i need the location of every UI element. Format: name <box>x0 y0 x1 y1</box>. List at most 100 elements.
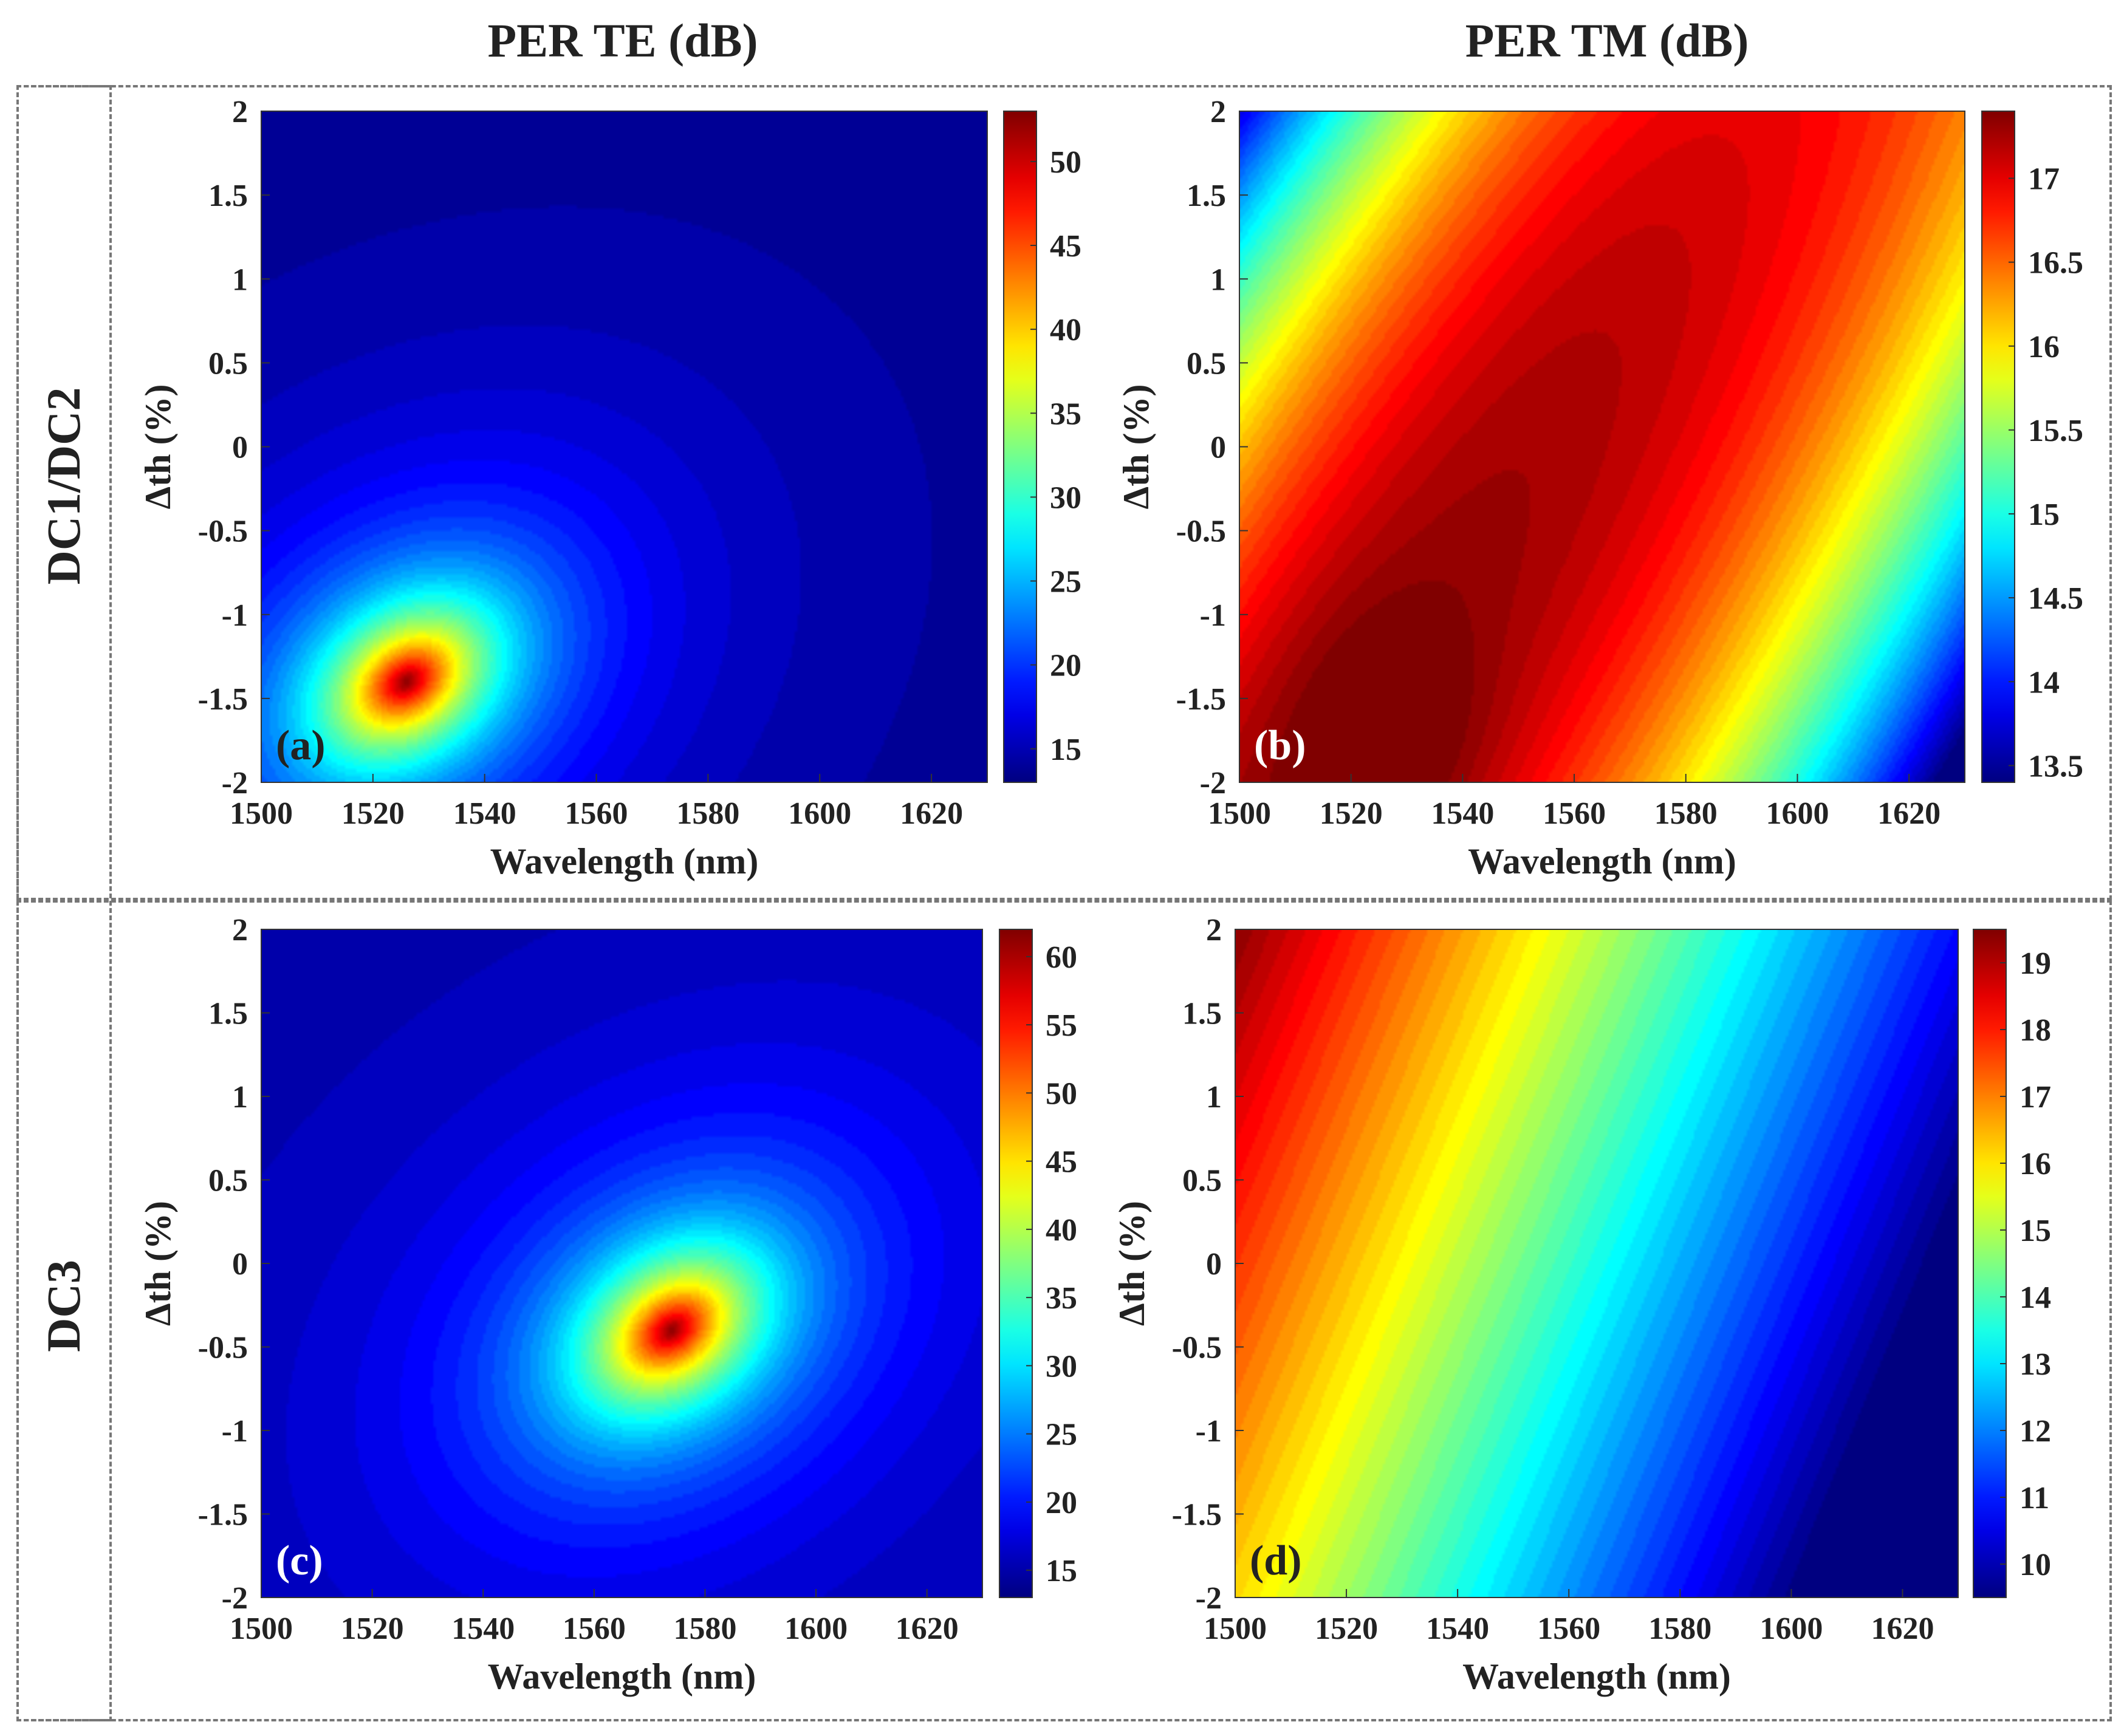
x-tick-label: 1620 <box>1871 1611 1934 1646</box>
panel-label-d: (d) <box>1250 1537 1302 1584</box>
y-tick-label: -1 <box>1196 1414 1222 1449</box>
colorbar-c <box>999 929 1033 1598</box>
y-tick-label: 0 <box>1206 1247 1222 1282</box>
x-tick-label: 1500 <box>230 1611 293 1646</box>
y-tick-label: 1.5 <box>208 997 248 1031</box>
colorbar-tick-label: 20 <box>1050 649 1081 683</box>
colorbar-tick-label: 35 <box>1046 1281 1077 1316</box>
y-tick-label: 0 <box>1210 431 1226 465</box>
x-tick-label: 1540 <box>1426 1611 1489 1646</box>
column-title-te: PER TE (dB) <box>487 14 758 67</box>
y-tick-label: -0.5 <box>1176 514 1226 549</box>
y-tick-label: 2 <box>1206 913 1222 948</box>
y-tick-label: 0 <box>232 1247 248 1282</box>
colorbar-tick-label: 15 <box>2028 497 2060 532</box>
y-tick-label: -2 <box>222 766 248 801</box>
y-tick-label: 0.5 <box>1182 1164 1222 1198</box>
colorbar-tick-label: 14.5 <box>2028 581 2083 616</box>
colorbar-tick-label: 40 <box>1050 313 1081 347</box>
y-tick-label: 1 <box>232 1080 248 1115</box>
y-tick-label: 1 <box>1206 1080 1222 1115</box>
colorbar-tick-label: 14 <box>2028 665 2060 700</box>
x-axis-label: Wavelength (nm) <box>1462 1656 1731 1697</box>
heatmap-panel-c: 1500 1520 1540 1560 1580 1600 1620-2-1.5-1-0.5… <box>138 913 1077 1697</box>
colorbar-tick-label: 12 <box>2020 1414 2051 1449</box>
y-tick-label: 0 <box>232 431 248 465</box>
x-tick-label: 1600 <box>1759 1611 1823 1646</box>
y-tick-label: -1 <box>1200 598 1226 633</box>
colorbar-tick-label: 25 <box>1050 565 1081 600</box>
colorbar-tick-label: 30 <box>1046 1349 1077 1384</box>
colorbar-tick-label: 55 <box>1046 1008 1077 1043</box>
colorbar-tick-label: 50 <box>1050 145 1081 180</box>
x-tick-label: 1560 <box>565 796 628 831</box>
y-tick-label: -2 <box>1200 766 1226 801</box>
colorbar-tick-label: 18 <box>2020 1013 2051 1048</box>
x-tick-label: 1600 <box>784 1611 848 1646</box>
x-tick-label: 1520 <box>1320 796 1383 831</box>
x-tick-label: 1580 <box>673 1611 736 1646</box>
x-tick-label: 1620 <box>900 796 963 831</box>
y-tick-label: -1.5 <box>1176 682 1226 717</box>
y-axis-label: Δth (%) <box>138 384 178 510</box>
heatmap-panel-a: 1500 1520 1540 1560 1580 1600 1620-2-1.5-1-0.5… <box>138 95 1081 881</box>
colorbar-b <box>1981 111 2015 783</box>
x-tick-label: 1600 <box>788 796 851 831</box>
y-tick-label: -0.5 <box>198 514 248 549</box>
x-tick-label: 1520 <box>1315 1611 1378 1646</box>
y-tick-label: -1.5 <box>1172 1498 1222 1533</box>
colorbar-tick-label: 16 <box>2028 330 2060 364</box>
y-tick-label: -0.5 <box>198 1331 248 1365</box>
y-tick-label: -1 <box>222 598 248 633</box>
colorbar-tick-label: 16 <box>2020 1147 2051 1181</box>
heatmap-panel-b: 1500 1520 1540 1560 1580 1600 1620 -2 -1.5 -1 -0.5… <box>1116 95 2083 881</box>
colorbar-tick-label: 17 <box>2028 162 2060 197</box>
y-tick-label: 2 <box>232 95 248 129</box>
x-tick-label: 1580 <box>1648 1611 1711 1646</box>
x-tick-label: 1500 <box>1204 1611 1267 1646</box>
x-tick-label: 1560 <box>1543 796 1606 831</box>
colorbar-tick-label: 13 <box>2020 1347 2051 1382</box>
y-axis-label: Δth (%) <box>138 1201 178 1326</box>
y-axis-label: Δth (%) <box>1116 384 1156 510</box>
x-tick-label: 1560 <box>563 1611 626 1646</box>
y-tick-label: 1.5 <box>1187 179 1226 213</box>
heatmap-surface-b <box>1239 111 1965 782</box>
x-tick-label: 1580 <box>1654 796 1718 831</box>
colorbar-tick-label: 50 <box>1046 1076 1077 1111</box>
x-tick-label: 1500 <box>1208 796 1271 831</box>
y-tick-label: 0.5 <box>1187 346 1226 381</box>
x-tick-label: 1540 <box>1431 796 1494 831</box>
x-tick-label: 1600 <box>1766 796 1829 831</box>
y-tick-label: 1 <box>232 262 248 297</box>
row-label-divider <box>16 85 112 1721</box>
x-tick-label: 1500 <box>230 796 293 831</box>
colorbar-tick-label: 45 <box>1046 1145 1077 1180</box>
y-tick-label: -0.5 <box>1172 1331 1222 1365</box>
panel-label-c: (c) <box>276 1537 323 1584</box>
row-title-dc1-dc2: DC1/DC2 <box>37 387 90 585</box>
colorbar-tick-label: 35 <box>1050 397 1081 431</box>
x-tick-label: 1560 <box>1537 1611 1600 1646</box>
x-tick-label: 1540 <box>451 1611 515 1646</box>
x-tick-label: 1520 <box>341 796 405 831</box>
colorbar-tick-label: 10 <box>2020 1548 2051 1582</box>
y-tick-label: -2 <box>222 1581 248 1616</box>
colorbar-tick-label: 15 <box>2020 1214 2051 1248</box>
y-tick-label: -2 <box>1196 1581 1222 1616</box>
y-tick-label: -1.5 <box>198 682 248 717</box>
row-title-dc3: DC3 <box>37 1260 90 1352</box>
colorbar-tick-label: 13.5 <box>2028 749 2083 784</box>
x-axis-label: Wavelength (nm) <box>490 841 759 881</box>
x-tick-label: 1580 <box>676 796 739 831</box>
colorbar-tick-label: 15.5 <box>2028 414 2083 448</box>
colorbar-tick-label: 17 <box>2020 1080 2051 1115</box>
x-tick-label: 1620 <box>1877 796 1941 831</box>
colorbar-tick-label: 15 <box>1050 733 1081 767</box>
colorbar-tick-label: 16.5 <box>2028 246 2083 281</box>
x-tick-label: 1540 <box>453 796 516 831</box>
heatmap-surface-d <box>1235 929 1958 1598</box>
y-tick-label: 1 <box>1210 262 1226 297</box>
colorbar-tick-label: 11 <box>2020 1481 2049 1516</box>
panel-label-a: (a) <box>276 722 326 769</box>
